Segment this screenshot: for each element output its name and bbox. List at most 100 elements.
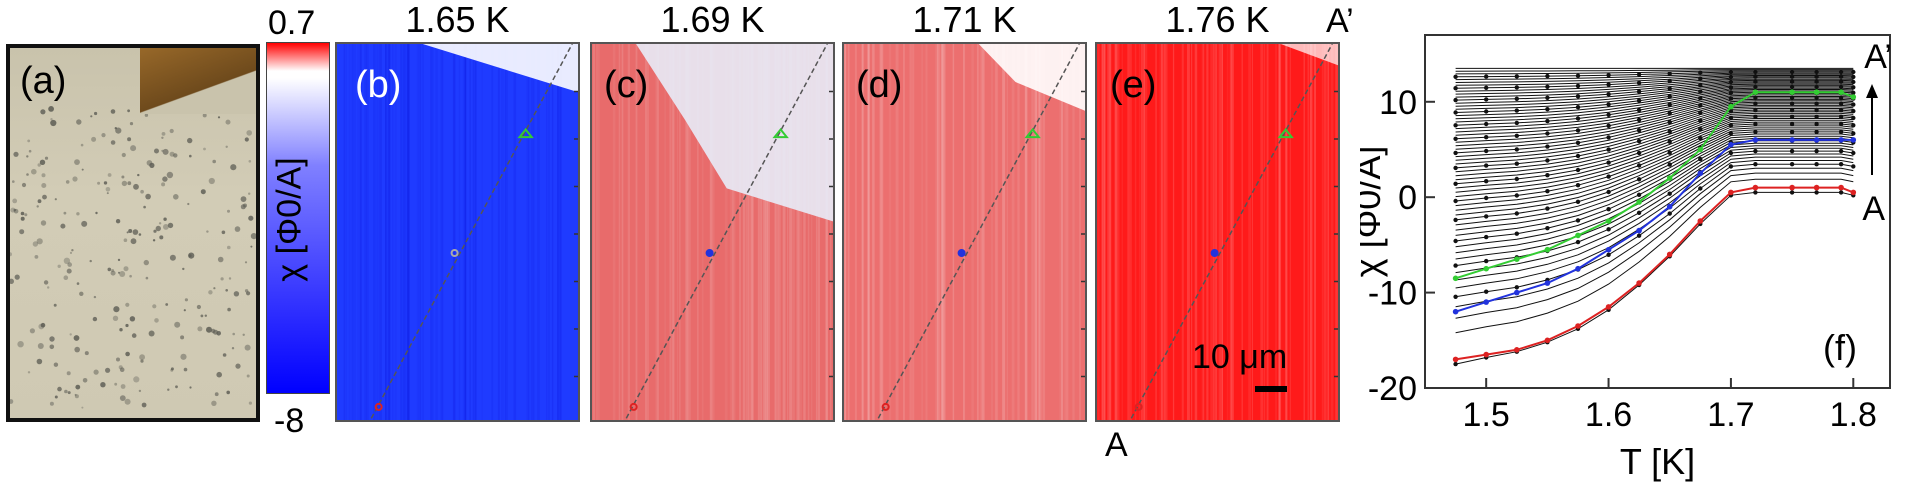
grain-dot: [241, 196, 247, 202]
grain-dot: [64, 258, 70, 264]
grain-dot: [131, 238, 137, 244]
grain-dot: [139, 354, 145, 360]
family-point: [1814, 162, 1818, 166]
grain-dot: [101, 133, 105, 137]
grain-dot: [215, 392, 219, 396]
family-point: [1606, 160, 1610, 164]
panel-label-f: (f): [1823, 327, 1857, 368]
series-point-blue: [1838, 137, 1844, 143]
grain-dot: [201, 189, 206, 194]
grain-dot: [154, 149, 159, 154]
grain-dot: [124, 238, 128, 242]
grain-dot: [37, 359, 43, 365]
family-point: [1545, 119, 1549, 123]
map-streak: [407, 44, 410, 422]
series-point-red: [1667, 252, 1673, 258]
sample-corner: [140, 44, 260, 114]
grain-dot: [91, 137, 96, 142]
grain-dot: [139, 233, 142, 236]
family-point: [1484, 149, 1488, 153]
map-streak: [1290, 44, 1291, 422]
map-streak: [431, 44, 433, 422]
grain-dot: [232, 333, 235, 336]
grain-dot: [225, 289, 228, 292]
family-point: [1790, 162, 1794, 166]
panel-label-b: (b): [355, 66, 401, 104]
grain-dot: [139, 390, 141, 392]
map-streak: [402, 44, 404, 422]
grain-dot: [127, 109, 130, 112]
grain-dot: [234, 291, 239, 296]
grain-dot: [208, 290, 212, 294]
grain-dot: [10, 279, 14, 284]
grain-dot: [226, 391, 230, 395]
grain-dot: [10, 399, 13, 404]
grain-dot: [218, 116, 220, 118]
family-point: [1515, 108, 1519, 112]
grain-dot: [106, 187, 111, 192]
grain-dot: [55, 396, 58, 399]
grain-dot: [161, 182, 165, 186]
grain-dot: [116, 219, 120, 223]
grain-dot: [105, 368, 110, 373]
grain-dot: [118, 259, 120, 261]
grain-dot: [149, 163, 154, 168]
grain-dot: [68, 391, 71, 394]
grain-dot: [44, 280, 48, 284]
family-point: [1851, 123, 1855, 127]
family-point: [1515, 97, 1519, 101]
grain-dot: [72, 176, 77, 181]
family-point: [1545, 74, 1549, 78]
grain-dot: [81, 221, 87, 227]
family-point: [1484, 214, 1488, 218]
map-streak: [561, 44, 562, 422]
grain-dot: [111, 269, 114, 272]
series-point-blue: [1789, 137, 1795, 143]
family-point: [1606, 102, 1610, 106]
grain-dot: [14, 209, 17, 212]
temperature-label-e: 1.76 K: [1095, 2, 1340, 38]
grain-dot: [37, 205, 39, 207]
grain-dot: [132, 333, 137, 338]
grain-dot: [167, 172, 173, 178]
grain-dot: [167, 389, 169, 391]
grain-dot: [227, 246, 231, 250]
grain-dot: [127, 181, 131, 185]
family-point: [1545, 144, 1549, 148]
grain-dot: [119, 365, 123, 369]
series-point-green: [1667, 175, 1673, 181]
family-point: [1698, 186, 1702, 190]
map-streak: [1182, 44, 1184, 422]
grain-dot: [67, 371, 71, 375]
series-point-blue: [1698, 171, 1704, 177]
map-streak: [1044, 44, 1046, 422]
map-streak: [422, 44, 424, 422]
map-streak: [1310, 44, 1312, 422]
grain-dot: [31, 169, 37, 175]
map-streak: [453, 44, 455, 422]
series-point-red: [1728, 190, 1734, 196]
grain-dot: [188, 253, 194, 259]
grain-dot: [133, 229, 139, 235]
map-streak: [1035, 44, 1037, 422]
point-middle-blue: [707, 250, 713, 256]
family-point: [1576, 84, 1580, 88]
grain-dot: [66, 180, 70, 184]
family-point: [1839, 149, 1843, 153]
family-point: [1515, 121, 1519, 125]
colorbar-top-label: 0.7: [268, 4, 315, 43]
family-point: [1576, 240, 1580, 244]
grain-dot: [245, 137, 249, 141]
series-point-blue: [1636, 228, 1642, 234]
family-point: [1606, 124, 1610, 128]
family-point: [1453, 86, 1457, 90]
grain-dot: [70, 333, 72, 335]
grain-dot: [127, 137, 131, 141]
map-streak: [971, 44, 974, 422]
map-streak: [963, 44, 965, 422]
grain-dot: [216, 372, 222, 378]
grain-dot: [129, 275, 132, 278]
grain-dot: [170, 129, 174, 133]
map-streak: [491, 44, 493, 422]
x-axis-label: T [K]: [1620, 441, 1695, 482]
